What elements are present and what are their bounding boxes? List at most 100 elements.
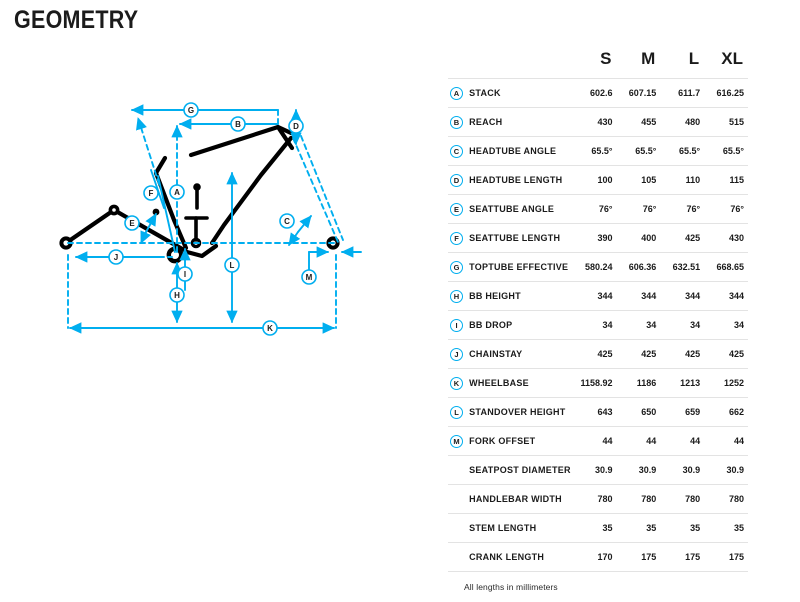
svg-text:A: A: [174, 188, 180, 197]
row-label: HEADTUBE LENGTH: [468, 166, 571, 195]
row-label: TOPTUBE EFFECTIVE: [468, 253, 571, 282]
row-label: REACH: [468, 108, 571, 137]
row-label: SEATTUBE ANGLE: [468, 195, 571, 224]
table-row: HANDLEBAR WIDTH 780 780 780 780: [448, 485, 748, 514]
row-value-m: 35: [616, 514, 660, 543]
table-row: B REACH 430 455 480 515: [448, 108, 748, 137]
measurement-lines: [68, 110, 361, 328]
row-badge-cell: C: [448, 137, 468, 166]
row-value-s: 580.24: [571, 253, 617, 282]
badge-j: J: [450, 348, 463, 361]
table-row: M FORK OFFSET 44 44 44 44: [448, 427, 748, 456]
row-value-xl: 30.9: [704, 456, 748, 485]
callout-j: J: [109, 250, 123, 264]
row-badge-cell: L: [448, 398, 468, 427]
line-f-upper: [138, 118, 159, 184]
row-value-s: 100: [571, 166, 617, 195]
row-label: BB HEIGHT: [468, 282, 571, 311]
badge-e: E: [450, 203, 463, 216]
table-row: K WHEELBASE 1158.92 1186 1213 1252: [448, 369, 748, 398]
svg-text:J: J: [114, 253, 118, 262]
row-label: CRANK LENGTH: [468, 543, 571, 572]
row-badge-cell: D: [448, 166, 468, 195]
callout-b: B: [231, 117, 245, 131]
table-row: SEATPOST DIAMETER 30.9 30.9 30.9 30.9: [448, 456, 748, 485]
row-value-m: 175: [616, 543, 660, 572]
row-value-l: 110: [660, 166, 704, 195]
row-label: STEM LENGTH: [468, 514, 571, 543]
header-label-col: [468, 40, 571, 79]
row-value-m: 44: [616, 427, 660, 456]
row-value-xl: 76°: [704, 195, 748, 224]
row-value-m: 455: [616, 108, 660, 137]
row-value-m: 105: [616, 166, 660, 195]
row-value-m: 780: [616, 485, 660, 514]
badge-g: G: [450, 261, 463, 274]
table-row: A STACK 602.6 607.15 611.7 616.25: [448, 79, 748, 108]
row-value-s: 65.5°: [571, 137, 617, 166]
line-head-axis-2: [301, 136, 343, 240]
row-value-xl: 515: [704, 108, 748, 137]
row-value-s: 170: [571, 543, 617, 572]
row-badge-cell: H: [448, 282, 468, 311]
row-badge-cell: [448, 514, 468, 543]
svg-text:L: L: [230, 261, 235, 270]
svg-text:F: F: [149, 189, 154, 198]
row-value-m: 650: [616, 398, 660, 427]
svg-text:G: G: [188, 106, 194, 115]
row-value-l: 659: [660, 398, 704, 427]
row-label: HEADTUBE ANGLE: [468, 137, 571, 166]
row-value-s: 430: [571, 108, 617, 137]
header-size-l: L: [660, 40, 704, 79]
row-value-m: 400: [616, 224, 660, 253]
badge-b: B: [450, 116, 463, 129]
row-badge-cell: F: [448, 224, 468, 253]
row-value-l: 65.5°: [660, 137, 704, 166]
callout-g: G: [184, 103, 198, 117]
callout-d: D: [289, 119, 303, 133]
table-row: I BB DROP 34 34 34 34: [448, 311, 748, 340]
table-header-row: S M L XL: [448, 40, 748, 79]
row-value-s: 76°: [571, 195, 617, 224]
table-row: J CHAINSTAY 425 425 425 425: [448, 340, 748, 369]
row-value-s: 35: [571, 514, 617, 543]
row-value-s: 30.9: [571, 456, 617, 485]
table-footnote-row: All lengths in millimeters: [448, 572, 748, 602]
callout-a: A: [170, 185, 184, 199]
row-label: STACK: [468, 79, 571, 108]
row-value-m: 425: [616, 340, 660, 369]
table-row: D HEADTUBE LENGTH 100 105 110 115: [448, 166, 748, 195]
row-badge-cell: A: [448, 79, 468, 108]
badge-k: K: [450, 377, 463, 390]
row-value-xl: 65.5°: [704, 137, 748, 166]
row-value-l: 425: [660, 340, 704, 369]
footnote-text: All lengths in millimeters: [448, 572, 748, 602]
badge-c: C: [450, 145, 463, 158]
table-row: F SEATTUBE LENGTH 390 400 425 430: [448, 224, 748, 253]
row-label: WHEELBASE: [468, 369, 571, 398]
row-value-l: 632.51: [660, 253, 704, 282]
badge-l: L: [450, 406, 463, 419]
page-title: GEOMETRY: [14, 6, 138, 35]
header-size-xl: XL: [704, 40, 748, 79]
row-value-xl: 668.65: [704, 253, 748, 282]
row-value-s: 1158.92: [571, 369, 617, 398]
row-value-xl: 616.25: [704, 79, 748, 108]
callout-k: K: [263, 321, 277, 335]
row-value-xl: 780: [704, 485, 748, 514]
row-value-l: 30.9: [660, 456, 704, 485]
row-label: BB DROP: [468, 311, 571, 340]
table-row: L STANDOVER HEIGHT 643 650 659 662: [448, 398, 748, 427]
callout-i: I: [178, 267, 192, 281]
svg-text:C: C: [284, 217, 290, 226]
table-row: CRANK LENGTH 170 175 175 175: [448, 543, 748, 572]
svg-text:E: E: [129, 219, 135, 228]
row-value-m: 34: [616, 311, 660, 340]
row-value-m: 65.5°: [616, 137, 660, 166]
callout-h: H: [170, 288, 184, 302]
row-value-l: 611.7: [660, 79, 704, 108]
row-value-m: 76°: [616, 195, 660, 224]
header-size-s: S: [571, 40, 617, 79]
row-value-l: 175: [660, 543, 704, 572]
